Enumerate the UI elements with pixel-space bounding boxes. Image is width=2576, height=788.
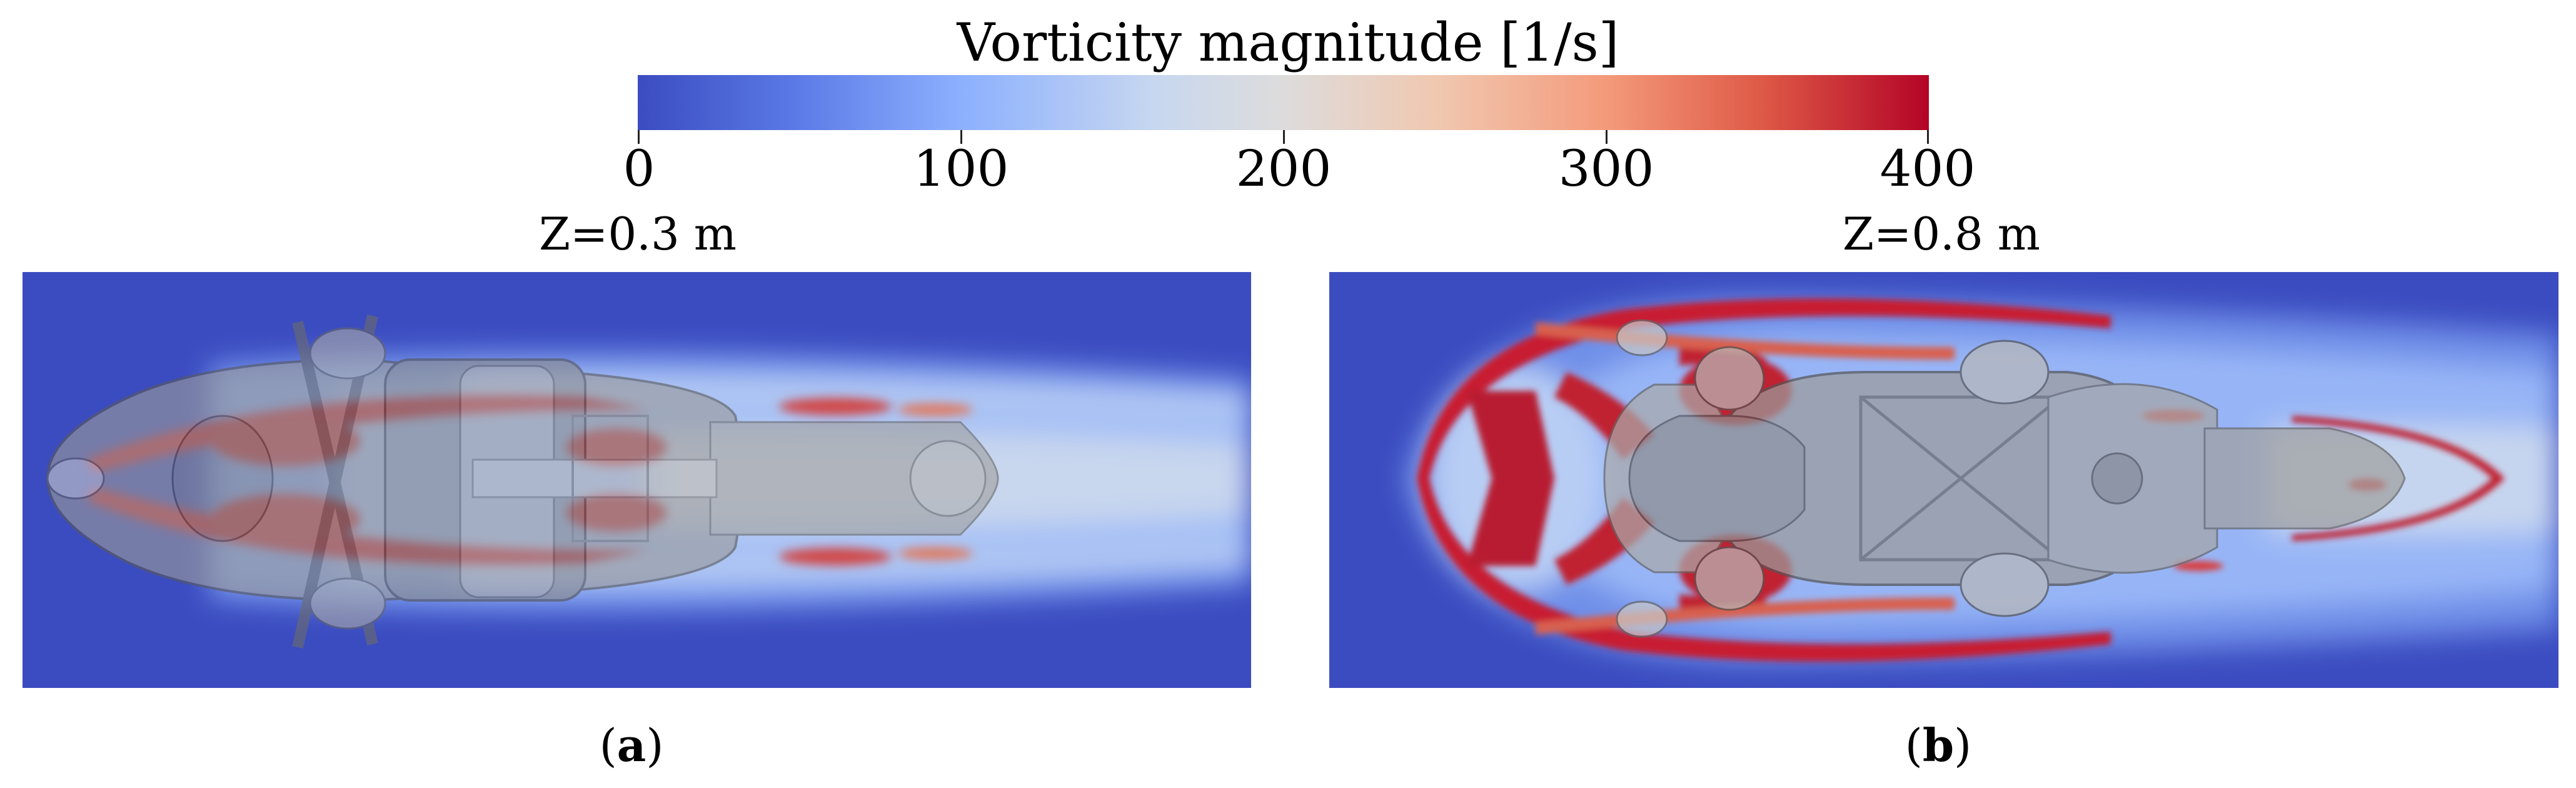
panel-a-vorticity-field [23,272,1251,688]
panel-b-caption: (b) [1904,719,1972,772]
panel-a-svg [23,272,1251,688]
colorbar-tick-label: 300 [1558,139,1654,198]
colorbar-gradient [638,75,1929,130]
colorbar-tick [960,130,962,144]
colorbar-tick-label: 200 [1235,139,1332,198]
panel-a-caption: (a) [599,719,664,772]
colorbar-tick [638,130,640,144]
panel-b-title: Z=0.8 m [1842,208,2041,260]
vehicle-geometry [46,315,999,649]
vehicle-geometry [1603,319,2406,638]
colorbar-title: Vorticity magnitude [1/s] [957,12,1619,73]
colorbar-tick-label: 0 [623,139,655,198]
panel-a-title: Z=0.3 m [538,208,737,260]
colorbar-tick-label: 100 [913,139,1009,198]
panel-b-vorticity-field [1329,272,2558,688]
panel-b-svg [1329,272,2558,688]
colorbar-tick-label: 400 [1879,139,1976,198]
colorbar-tick [1927,130,1929,144]
colorbar-tick [1606,130,1607,144]
colorbar-tick [1283,130,1285,144]
